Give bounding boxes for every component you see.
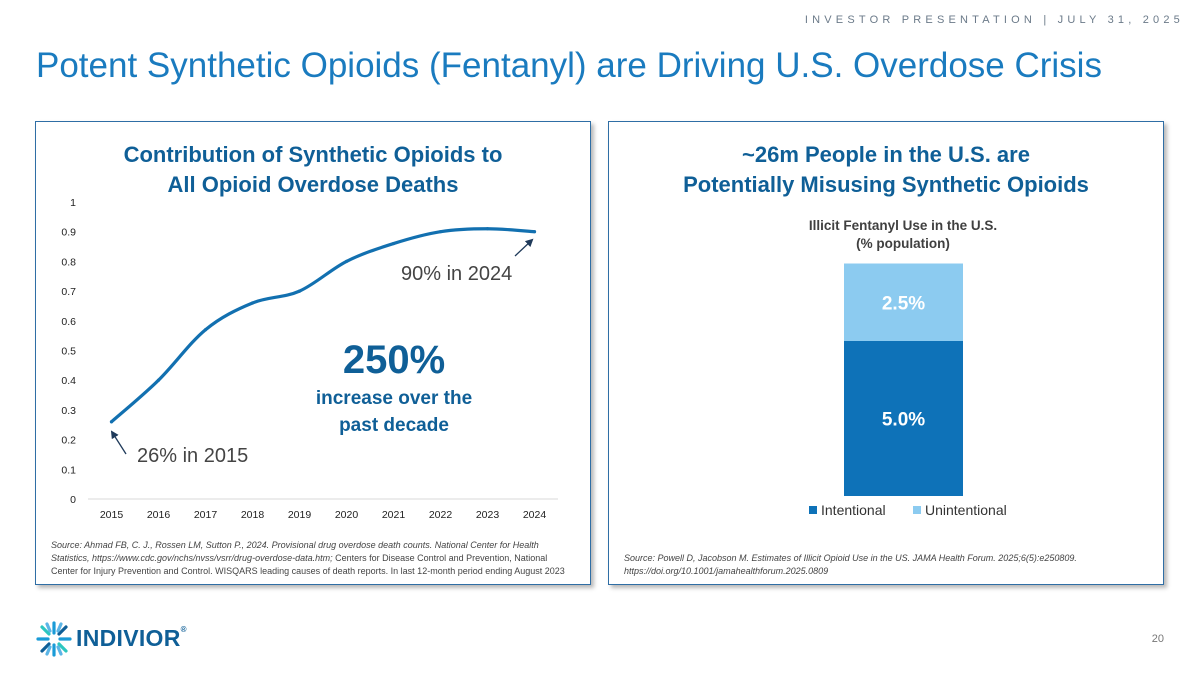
legend-swatch-intentional xyxy=(809,506,817,514)
bar-chart-panel-title: ~26m People in the U.S. are Potentially … xyxy=(609,140,1163,200)
y-tick-label: 1 xyxy=(70,197,76,209)
data-point xyxy=(485,227,490,231)
legend-label-intentional: Intentional xyxy=(821,502,886,518)
stacked-bar-chart: Illicit Fentanyl Use in the U.S. (% popu… xyxy=(809,218,1007,518)
logo-wordmark: INDIVIOR xyxy=(76,625,181,651)
line-chart-title-line2: All Opioid Overdose Deaths xyxy=(167,172,459,197)
line-chart: 0 0.1 0.2 0.3 0.4 0.5 0.6 0.7 0.8 0.9 1 2015 2016 201… xyxy=(61,197,558,521)
x-tick-label: 2017 xyxy=(194,509,218,521)
bar-value-label: 2.5% xyxy=(882,293,925,314)
right-source-line2: https://doi.org/10.1001/jamahealthforum.… xyxy=(624,566,829,576)
series-line xyxy=(109,227,537,424)
callout-line2: past decade xyxy=(339,415,449,436)
y-tick-label: 0.5 xyxy=(61,346,76,358)
data-point xyxy=(250,301,255,305)
logo-registered: ® xyxy=(180,625,187,634)
legend-label-unintentional: Unintentional xyxy=(925,502,1007,518)
x-tick-label: 2020 xyxy=(335,509,359,521)
annotation-2024: 90% in 2024 xyxy=(401,263,512,285)
line-chart-panel: Contribution of Synthetic Opioids to All… xyxy=(35,121,591,585)
arrow-2015 xyxy=(110,430,127,455)
x-tick-label: 2023 xyxy=(476,509,500,521)
y-tick-label: 0.6 xyxy=(61,316,76,328)
bar-chart-panel-title-line1: ~26m People in the U.S. are xyxy=(742,142,1030,167)
bar-chart-title-line2: (% population) xyxy=(856,236,950,251)
left-source: Source: Ahmad FB, C. J., Rossen LM, Sutt… xyxy=(51,539,565,578)
data-point xyxy=(532,230,537,234)
line-chart-title: Contribution of Synthetic Opioids to All… xyxy=(36,140,590,200)
data-point xyxy=(203,328,208,332)
annotation-2015: 26% in 2015 xyxy=(137,445,248,467)
bar-chart-title-line1: Illicit Fentanyl Use in the U.S. xyxy=(809,218,997,233)
y-tick-label: 0.9 xyxy=(61,227,76,239)
logo-mark-icon xyxy=(36,621,72,657)
x-tick-label: 2021 xyxy=(382,509,406,521)
legend-swatch-unintentional xyxy=(913,506,921,514)
data-point xyxy=(438,230,443,234)
y-tick-label: 0.4 xyxy=(61,375,76,387)
page-number: 20 xyxy=(1151,633,1164,645)
arrow-2024 xyxy=(514,238,534,257)
data-point xyxy=(297,289,302,293)
bar-segment-unintentional xyxy=(844,263,963,341)
x-tick-label: 2015 xyxy=(100,509,124,521)
bar-segment-intentional xyxy=(844,341,963,496)
y-tick-label: 0.2 xyxy=(61,435,76,447)
data-point xyxy=(344,259,349,263)
y-tick-label: 0.1 xyxy=(61,464,76,476)
x-tick-label: 2018 xyxy=(241,509,265,521)
bar-value-label: 5.0% xyxy=(882,410,925,431)
x-tick-label: 2019 xyxy=(288,509,312,521)
right-source-line1: Source: Powell D, Jacobson M. Estimates … xyxy=(624,553,1077,563)
left-source-line2-italic: Statistics, https://www.cdc.gov/nchs/nvs… xyxy=(51,553,333,563)
left-source-line3: Center for Injury Prevention and Control… xyxy=(51,566,565,576)
y-tick-label: 0 xyxy=(70,494,76,506)
data-point xyxy=(391,241,396,246)
x-tick-label: 2016 xyxy=(147,509,171,521)
x-tick-label: 2022 xyxy=(429,509,453,521)
data-point xyxy=(109,420,114,424)
y-tick-label: 0.7 xyxy=(61,286,76,298)
callout-line1: increase over the xyxy=(316,388,472,409)
bar-chart-panel: ~26m People in the U.S. are Potentially … xyxy=(608,121,1164,585)
y-tick-label: 0.8 xyxy=(61,256,76,268)
left-source-line1: Source: Ahmad FB, C. J., Rossen LM, Sutt… xyxy=(51,540,539,550)
presentation-tag: INVESTOR PRESENTATION | JULY 31, 2025 xyxy=(804,14,1184,26)
y-tick-label: 0.3 xyxy=(61,405,76,417)
logo-text: INDIVIOR® xyxy=(76,625,187,652)
left-source-line2-rest: Centers for Disease Control and Preventi… xyxy=(332,553,548,563)
data-point xyxy=(156,378,161,382)
bar-chart-panel-title-line2: Potentially Misusing Synthetic Opioids xyxy=(683,172,1089,197)
line-chart-title-line1: Contribution of Synthetic Opioids to xyxy=(123,142,503,167)
page-title: Potent Synthetic Opioids (Fentanyl) are … xyxy=(36,46,1102,85)
right-source: Source: Powell D, Jacobson M. Estimates … xyxy=(624,552,1077,578)
indivior-logo: INDIVIOR® xyxy=(36,621,187,657)
callout-value: 250% xyxy=(343,338,445,382)
x-tick-label: 2024 xyxy=(523,509,547,521)
